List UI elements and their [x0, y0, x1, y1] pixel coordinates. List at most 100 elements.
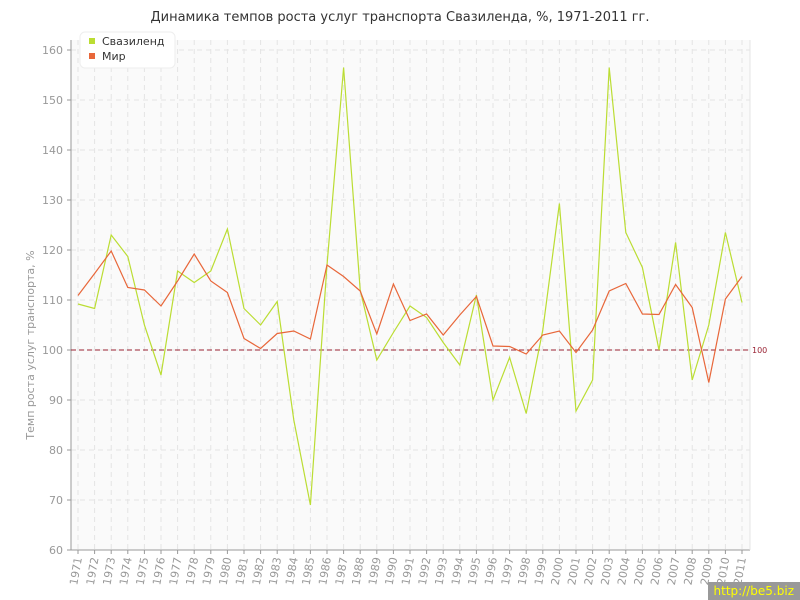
reference-line-label: 100 — [752, 346, 767, 355]
x-tick-label: 1994 — [449, 556, 467, 586]
data-point — [458, 364, 461, 367]
x-tick-label: 2006 — [648, 556, 666, 586]
x-tick-label: 1986 — [316, 556, 334, 586]
data-point — [392, 283, 395, 286]
y-tick-label: 60 — [49, 544, 63, 557]
data-point — [691, 379, 694, 382]
x-tick-label: 1996 — [482, 556, 500, 586]
data-point — [425, 316, 428, 319]
data-point — [342, 66, 345, 69]
data-point — [691, 306, 694, 309]
data-point — [658, 349, 661, 352]
x-tick-label: 1978 — [183, 556, 201, 586]
data-point — [674, 241, 677, 244]
data-point — [226, 228, 229, 231]
data-point — [658, 313, 661, 316]
x-tick-label: 1998 — [515, 556, 533, 586]
data-point — [624, 282, 627, 285]
data-point — [209, 270, 212, 273]
data-point — [674, 283, 677, 286]
data-point — [508, 356, 511, 359]
y-tick-label: 90 — [49, 394, 63, 407]
y-tick-label: 130 — [42, 194, 63, 207]
x-tick-label: 1982 — [250, 556, 268, 586]
x-tick-label: 2005 — [632, 556, 650, 586]
data-point — [93, 307, 96, 310]
series-line-0 — [77, 67, 743, 506]
x-tick-label: 2008 — [681, 556, 699, 586]
data-point — [492, 345, 495, 348]
data-point — [292, 330, 295, 333]
data-point — [176, 270, 179, 273]
x-tick-label: 1974 — [117, 556, 135, 586]
x-tick-label: 1989 — [366, 556, 384, 586]
x-tick-label: 2002 — [582, 556, 600, 586]
data-point — [209, 280, 212, 283]
data-point — [724, 231, 727, 234]
data-point — [724, 298, 727, 301]
x-tick-label: 1992 — [416, 556, 434, 586]
x-tick-label: 1987 — [333, 556, 351, 586]
data-point — [309, 504, 312, 507]
data-point — [558, 202, 561, 205]
data-point — [126, 255, 129, 258]
data-point — [525, 353, 528, 356]
data-point — [276, 332, 279, 335]
data-point — [409, 319, 412, 322]
x-tick-label: 2004 — [615, 556, 633, 586]
data-point — [77, 294, 80, 297]
data-point — [541, 334, 544, 337]
data-point — [641, 266, 644, 269]
y-tick-label: 120 — [42, 244, 63, 257]
x-tick-label: 2003 — [598, 556, 616, 586]
x-tick-label: 2007 — [665, 556, 683, 586]
x-tick-label: 1995 — [466, 556, 484, 586]
x-tick-label: 1984 — [283, 556, 301, 586]
data-point — [126, 286, 129, 289]
data-point — [276, 300, 279, 303]
data-point — [193, 253, 196, 256]
x-tick-label: 2001 — [565, 556, 583, 586]
data-point — [608, 66, 611, 69]
data-point — [193, 281, 196, 284]
watermark[interactable]: http://be5.biz — [707, 582, 800, 600]
data-point — [492, 399, 495, 402]
data-point — [591, 379, 594, 382]
data-point — [176, 280, 179, 283]
data-point — [309, 338, 312, 341]
data-point — [558, 330, 561, 333]
x-tick-label: 1999 — [532, 556, 550, 586]
x-tick-label: 2000 — [549, 556, 567, 586]
data-point — [707, 324, 710, 327]
legend-label: Свазиленд — [102, 35, 165, 48]
data-point — [442, 341, 445, 344]
x-tick-label: 2010 — [715, 556, 733, 586]
data-point — [591, 329, 594, 332]
data-point — [375, 359, 378, 362]
x-tick-label: 1988 — [349, 556, 367, 586]
y-tick-label: 160 — [42, 44, 63, 57]
y-tick-label: 100 — [42, 344, 63, 357]
data-point — [541, 329, 544, 332]
x-tick-label: 1980 — [217, 556, 235, 586]
x-tick-label: 1991 — [399, 556, 417, 586]
data-point — [143, 289, 146, 292]
data-point — [425, 313, 428, 316]
series-line-1 — [77, 249, 743, 383]
x-tick-label: 1990 — [383, 556, 401, 586]
data-point — [575, 351, 578, 354]
y-tick-label: 70 — [49, 494, 63, 507]
data-point — [259, 324, 262, 327]
data-point — [143, 324, 146, 327]
data-point — [259, 347, 262, 350]
x-tick-label: 1971 — [67, 556, 85, 586]
x-tick-label: 1985 — [300, 556, 318, 586]
x-tick-label: 1973 — [100, 556, 118, 586]
x-tick-label: 1981 — [233, 556, 251, 586]
data-point — [110, 234, 113, 237]
y-tick-label: 110 — [42, 294, 63, 307]
data-point — [624, 231, 627, 234]
data-point — [409, 305, 412, 308]
legend-marker — [89, 53, 95, 59]
data-point — [392, 331, 395, 334]
